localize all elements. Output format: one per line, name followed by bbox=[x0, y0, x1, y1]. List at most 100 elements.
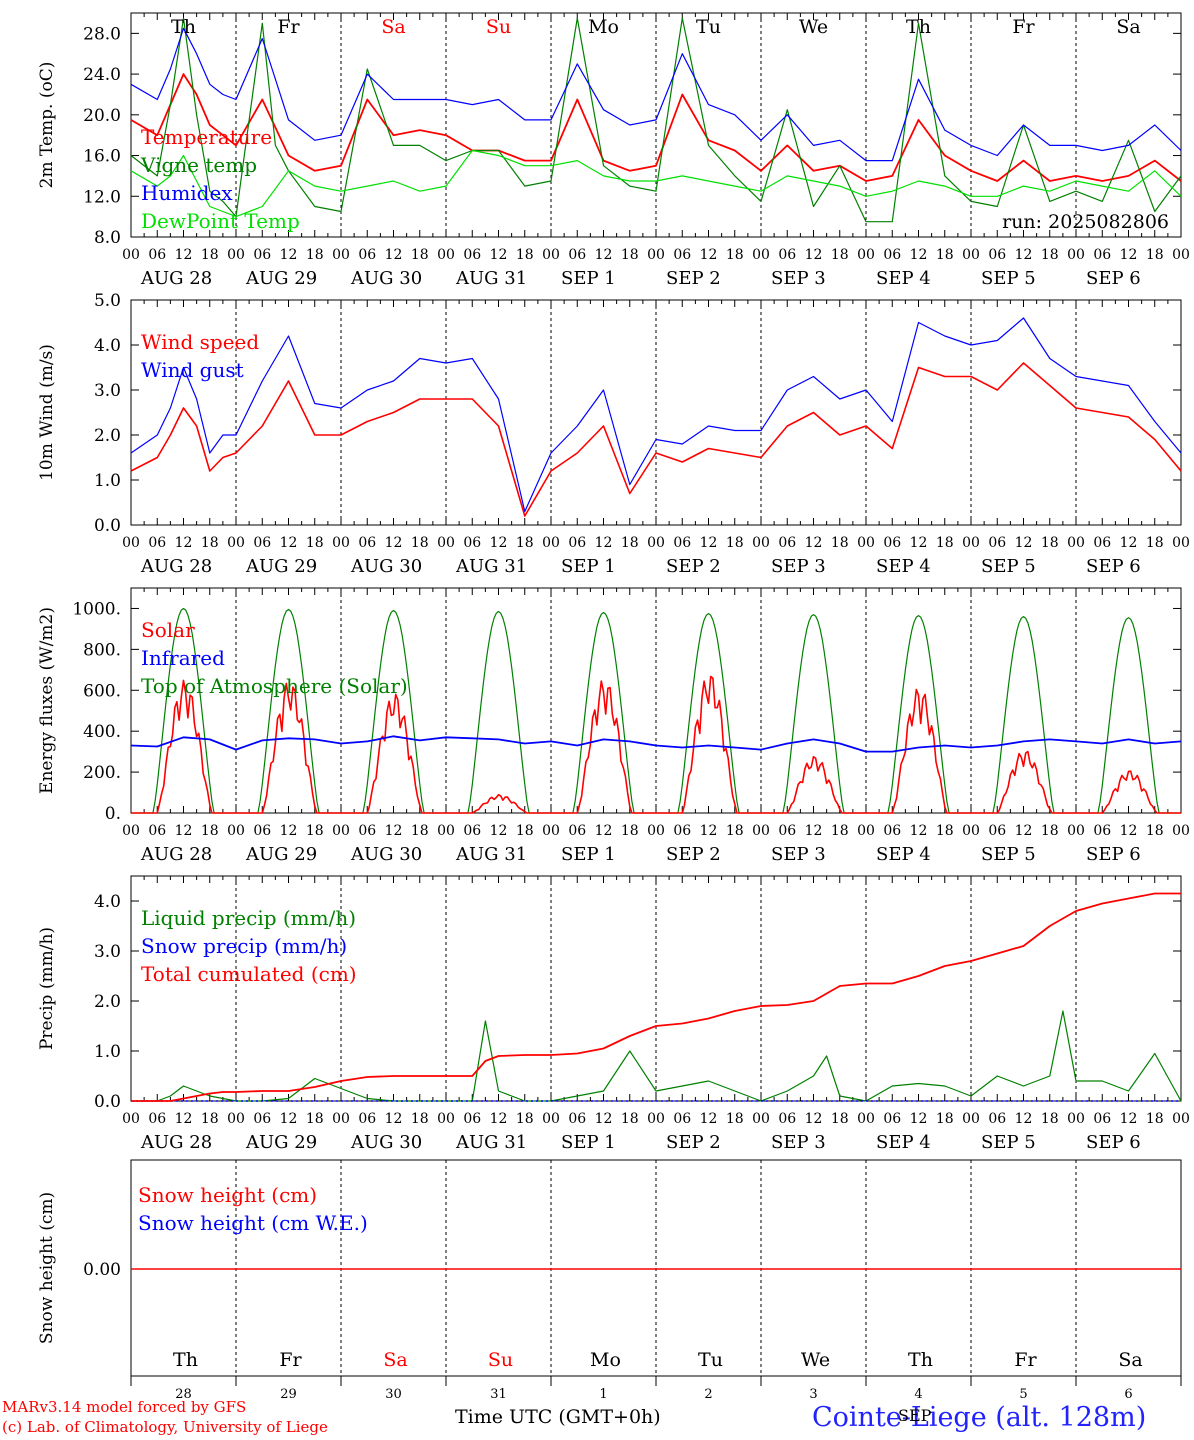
hour-tick-label: 18 bbox=[621, 1111, 639, 1127]
hour-tick-label: 12 bbox=[700, 1111, 718, 1127]
hour-tick-label: 18 bbox=[726, 247, 744, 263]
legend-entry: Solar bbox=[141, 618, 195, 642]
hour-tick-label: 12 bbox=[385, 247, 403, 263]
hour-tick-label: 06 bbox=[988, 1111, 1006, 1127]
run-annotation: run: 2025082806 bbox=[1002, 211, 1169, 233]
legend-entry: Temperature bbox=[141, 125, 272, 149]
y-axis-label: Precip (mm/h) bbox=[37, 927, 57, 1050]
weekday-label: Th bbox=[173, 1349, 198, 1371]
hour-tick-label: 00 bbox=[647, 1111, 665, 1127]
date-label: AUG 28 bbox=[140, 844, 212, 865]
date-label: SEP 5 bbox=[981, 556, 1036, 577]
weekday-label: Fr bbox=[279, 1349, 302, 1371]
hour-tick-label: 06 bbox=[358, 1111, 376, 1127]
hour-tick-label: 18 bbox=[306, 823, 324, 839]
y-tick-label: 2.0 bbox=[94, 992, 121, 1012]
legend-entry: Wind gust bbox=[141, 358, 244, 382]
day-number-label: 31 bbox=[490, 1387, 507, 1402]
date-label: SEP 1 bbox=[561, 268, 616, 289]
hour-tick-label: 06 bbox=[778, 1111, 796, 1127]
hour-tick-label: 12 bbox=[1120, 823, 1138, 839]
hour-tick-label: 00 bbox=[332, 247, 350, 263]
date-label: SEP 4 bbox=[876, 844, 931, 865]
hour-tick-label: 06 bbox=[463, 247, 481, 263]
date-label: AUG 31 bbox=[455, 1132, 527, 1153]
hour-tick-label: 12 bbox=[385, 1111, 403, 1127]
legend-entry: Humidex bbox=[141, 181, 233, 205]
weekday-label: Th bbox=[171, 16, 196, 38]
hour-tick-label: 12 bbox=[280, 823, 298, 839]
hour-tick-label: 00 bbox=[857, 247, 875, 263]
weekday-label: Fr bbox=[277, 16, 300, 38]
hour-tick-label: 18 bbox=[1146, 823, 1164, 839]
hour-tick-label: 06 bbox=[148, 1111, 166, 1127]
hour-tick-label: 00 bbox=[542, 823, 560, 839]
hour-tick-label: 18 bbox=[936, 1111, 954, 1127]
series-line-dewpoint-temp bbox=[130, 149, 1182, 218]
hour-tick-label: 06 bbox=[148, 535, 166, 551]
y-axis-label: Snow height (cm) bbox=[37, 1192, 57, 1344]
weekday-label: Fr bbox=[1014, 1349, 1037, 1371]
hour-tick-label: 00 bbox=[227, 535, 245, 551]
hour-tick-label: 12 bbox=[490, 1111, 508, 1127]
hour-tick-label: 12 bbox=[490, 823, 508, 839]
date-label: AUG 30 bbox=[350, 844, 422, 865]
weekday-label: We bbox=[801, 1349, 830, 1371]
hour-tick-label: 06 bbox=[148, 823, 166, 839]
hour-tick-label: 18 bbox=[201, 247, 219, 263]
hour-tick-label: 18 bbox=[201, 823, 219, 839]
hour-tick-label: 00 bbox=[227, 1111, 245, 1127]
date-label: SEP 6 bbox=[1086, 556, 1141, 577]
hour-tick-label: 00 bbox=[857, 823, 875, 839]
hour-tick-label: 00 bbox=[1067, 247, 1085, 263]
hour-tick-label: 18 bbox=[621, 535, 639, 551]
hour-tick-label: 12 bbox=[175, 1111, 193, 1127]
hour-tick-label: 00 bbox=[1067, 823, 1085, 839]
hour-tick-label: 18 bbox=[306, 247, 324, 263]
y-tick-label: 12.0 bbox=[83, 187, 121, 207]
hour-tick-label: 00 bbox=[857, 1111, 875, 1127]
date-label: SEP 3 bbox=[771, 1132, 826, 1153]
hour-tick-label: 06 bbox=[253, 535, 271, 551]
hour-tick-label: 12 bbox=[595, 823, 613, 839]
hour-tick-label: 12 bbox=[910, 247, 928, 263]
date-label: SEP 2 bbox=[666, 844, 721, 865]
hour-tick-label: 06 bbox=[673, 535, 691, 551]
hour-tick-label: 00 bbox=[227, 823, 245, 839]
hour-tick-label: 12 bbox=[490, 247, 508, 263]
date-label: AUG 29 bbox=[245, 844, 317, 865]
hour-tick-label: 00 bbox=[1172, 535, 1190, 551]
hour-tick-label: 18 bbox=[726, 535, 744, 551]
y-axis-label: 2m Temp. (oC) bbox=[37, 62, 57, 189]
hour-tick-label: 18 bbox=[1146, 1111, 1164, 1127]
hour-tick-label: 06 bbox=[778, 247, 796, 263]
y-tick-label: 1.0 bbox=[94, 1042, 121, 1062]
date-label: AUG 31 bbox=[455, 844, 527, 865]
date-label: SEP 6 bbox=[1086, 268, 1141, 289]
y-tick-label: 5.0 bbox=[94, 291, 121, 311]
station-title: Cointe-Liege (alt. 128m) bbox=[812, 1402, 1147, 1433]
hour-tick-label: 18 bbox=[726, 823, 744, 839]
hour-tick-label: 18 bbox=[411, 247, 429, 263]
hour-tick-label: 12 bbox=[175, 535, 193, 551]
hour-tick-label: 06 bbox=[1093, 823, 1111, 839]
y-tick-label: 16.0 bbox=[83, 147, 121, 167]
y-tick-label: 8.0 bbox=[94, 228, 121, 248]
hour-tick-label: 06 bbox=[673, 1111, 691, 1127]
hour-tick-label: 12 bbox=[1015, 535, 1033, 551]
weekday-label: Sa bbox=[1118, 1349, 1142, 1371]
series-line-solar bbox=[131, 675, 1181, 814]
hour-tick-label: 12 bbox=[490, 535, 508, 551]
hour-tick-label: 00 bbox=[1172, 247, 1190, 263]
legend-entry: Wind speed bbox=[141, 330, 259, 354]
hour-tick-label: 00 bbox=[437, 1111, 455, 1127]
date-label: SEP 4 bbox=[876, 556, 931, 577]
date-label: SEP 6 bbox=[1086, 844, 1141, 865]
hour-tick-label: 06 bbox=[568, 247, 586, 263]
hour-tick-label: 00 bbox=[542, 247, 560, 263]
series-line-wind-speed bbox=[130, 362, 1182, 517]
hour-tick-label: 00 bbox=[1067, 535, 1085, 551]
series-line-total-cumulated bbox=[131, 892, 1181, 1102]
hour-tick-label: 12 bbox=[280, 535, 298, 551]
date-label: AUG 31 bbox=[455, 556, 527, 577]
